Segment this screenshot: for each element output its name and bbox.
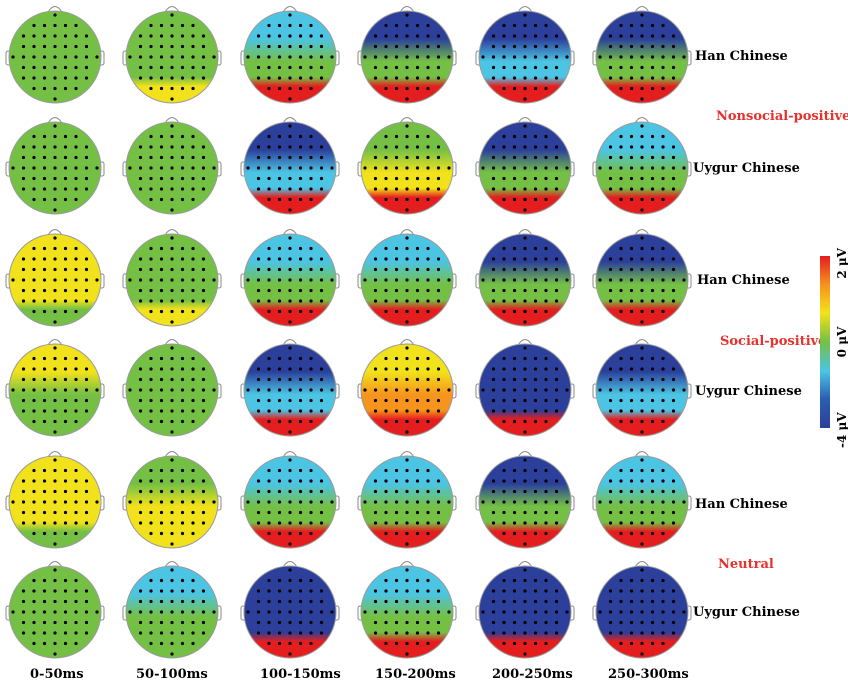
scalp-map [122,561,222,659]
scalp-map [5,339,105,437]
scalp-map [122,451,222,549]
scalp-map [5,451,105,549]
scalp-map [240,117,340,215]
scalp-map [240,561,340,659]
scalp-map [240,339,340,437]
scalp-map [592,6,692,104]
scalp-map [475,6,575,104]
row5-group-label: Han Chinese [695,497,788,512]
scalp-map [475,451,575,549]
scalp-map [122,117,222,215]
scalp-map [240,6,340,104]
time-label-3: 100-150ms [260,667,341,682]
scalp-map [475,229,575,327]
scalp-map [5,6,105,104]
condition-label-neutral: Neutral [718,557,774,572]
time-label-2: 50-100ms [136,667,208,682]
colorbar [820,256,830,428]
scalp-map [475,117,575,215]
row1-group-label: Han Chinese [695,49,788,64]
time-label-5: 200-250ms [492,667,573,682]
row4-group-label: Uygur Chinese [695,384,802,399]
scalp-map [357,117,457,215]
time-label-4: 150-200ms [375,667,456,682]
scalp-map [5,229,105,327]
scalp-map [357,339,457,437]
scalp-map [592,229,692,327]
scalp-map [122,6,222,104]
scalp-map [592,451,692,549]
scalp-map [357,451,457,549]
scalp-map [5,561,105,659]
scalp-map [592,117,692,215]
row3-group-label: Han Chinese [697,273,790,288]
scalp-map [357,229,457,327]
condition-label-nonsocial: Nonsocial-positive [716,109,848,124]
scalp-map [475,339,575,437]
scalp-map [592,339,692,437]
colorbar-max-label: 2 μV [835,247,848,278]
condition-label-social: Social-positive [720,334,826,349]
scalp-map [357,6,457,104]
scalp-map [240,229,340,327]
time-label-1: 0-50ms [30,667,84,682]
scalp-map [592,561,692,659]
scalp-map [122,229,222,327]
row2-group-label: Uygur Chinese [693,161,800,176]
row6-group-label: Uygur Chinese [693,605,800,620]
colorbar-min-label: -4 μV [835,412,848,448]
scalp-map [122,339,222,437]
scalp-map [475,561,575,659]
scalp-map [240,451,340,549]
time-label-6: 250-300ms [608,667,689,682]
scalp-map [5,117,105,215]
scalp-map [357,561,457,659]
colorbar-mid-label: 0 μV [835,326,848,357]
